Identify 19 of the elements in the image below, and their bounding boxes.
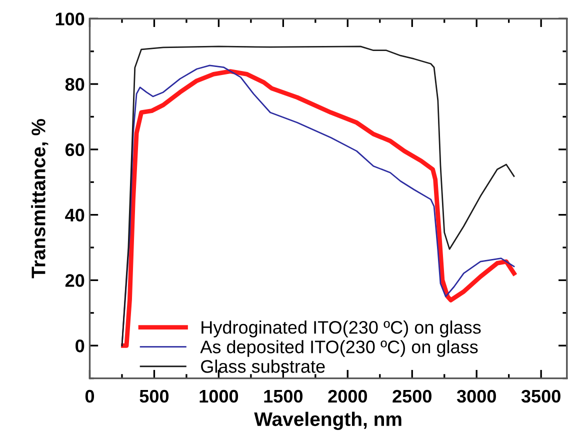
x-tick-label: 1000 (200, 390, 238, 403)
y-tick-label: 40 (65, 208, 84, 222)
x-tick-label: 500 (140, 390, 169, 403)
x-tick-label: 3500 (521, 390, 560, 403)
y-axis-title: Transmittance, % (31, 119, 48, 278)
x-tick-label: 1500 (264, 390, 303, 403)
x-tick-label: 3000 (456, 390, 496, 403)
x-tick-label: 2500 (392, 390, 432, 403)
legend-label: As deposited ITO(230 ºC) on glass (200, 340, 478, 357)
y-tick-label: 100 (56, 12, 84, 26)
y-tick-label: 20 (65, 274, 84, 287)
y-tick-label: 80 (65, 78, 84, 91)
x-tick-label: 0 (85, 390, 94, 403)
y-tick-label: 60 (65, 143, 84, 156)
legend-label: Hydroginated ITO(230 ºC) on glass (202, 320, 481, 338)
x-axis-title: Wavelength, nm (254, 412, 402, 430)
x-tick-label: 2000 (328, 390, 367, 403)
y-tick-label: 0 (76, 340, 84, 352)
legend-label: Glass substrate (201, 360, 325, 373)
